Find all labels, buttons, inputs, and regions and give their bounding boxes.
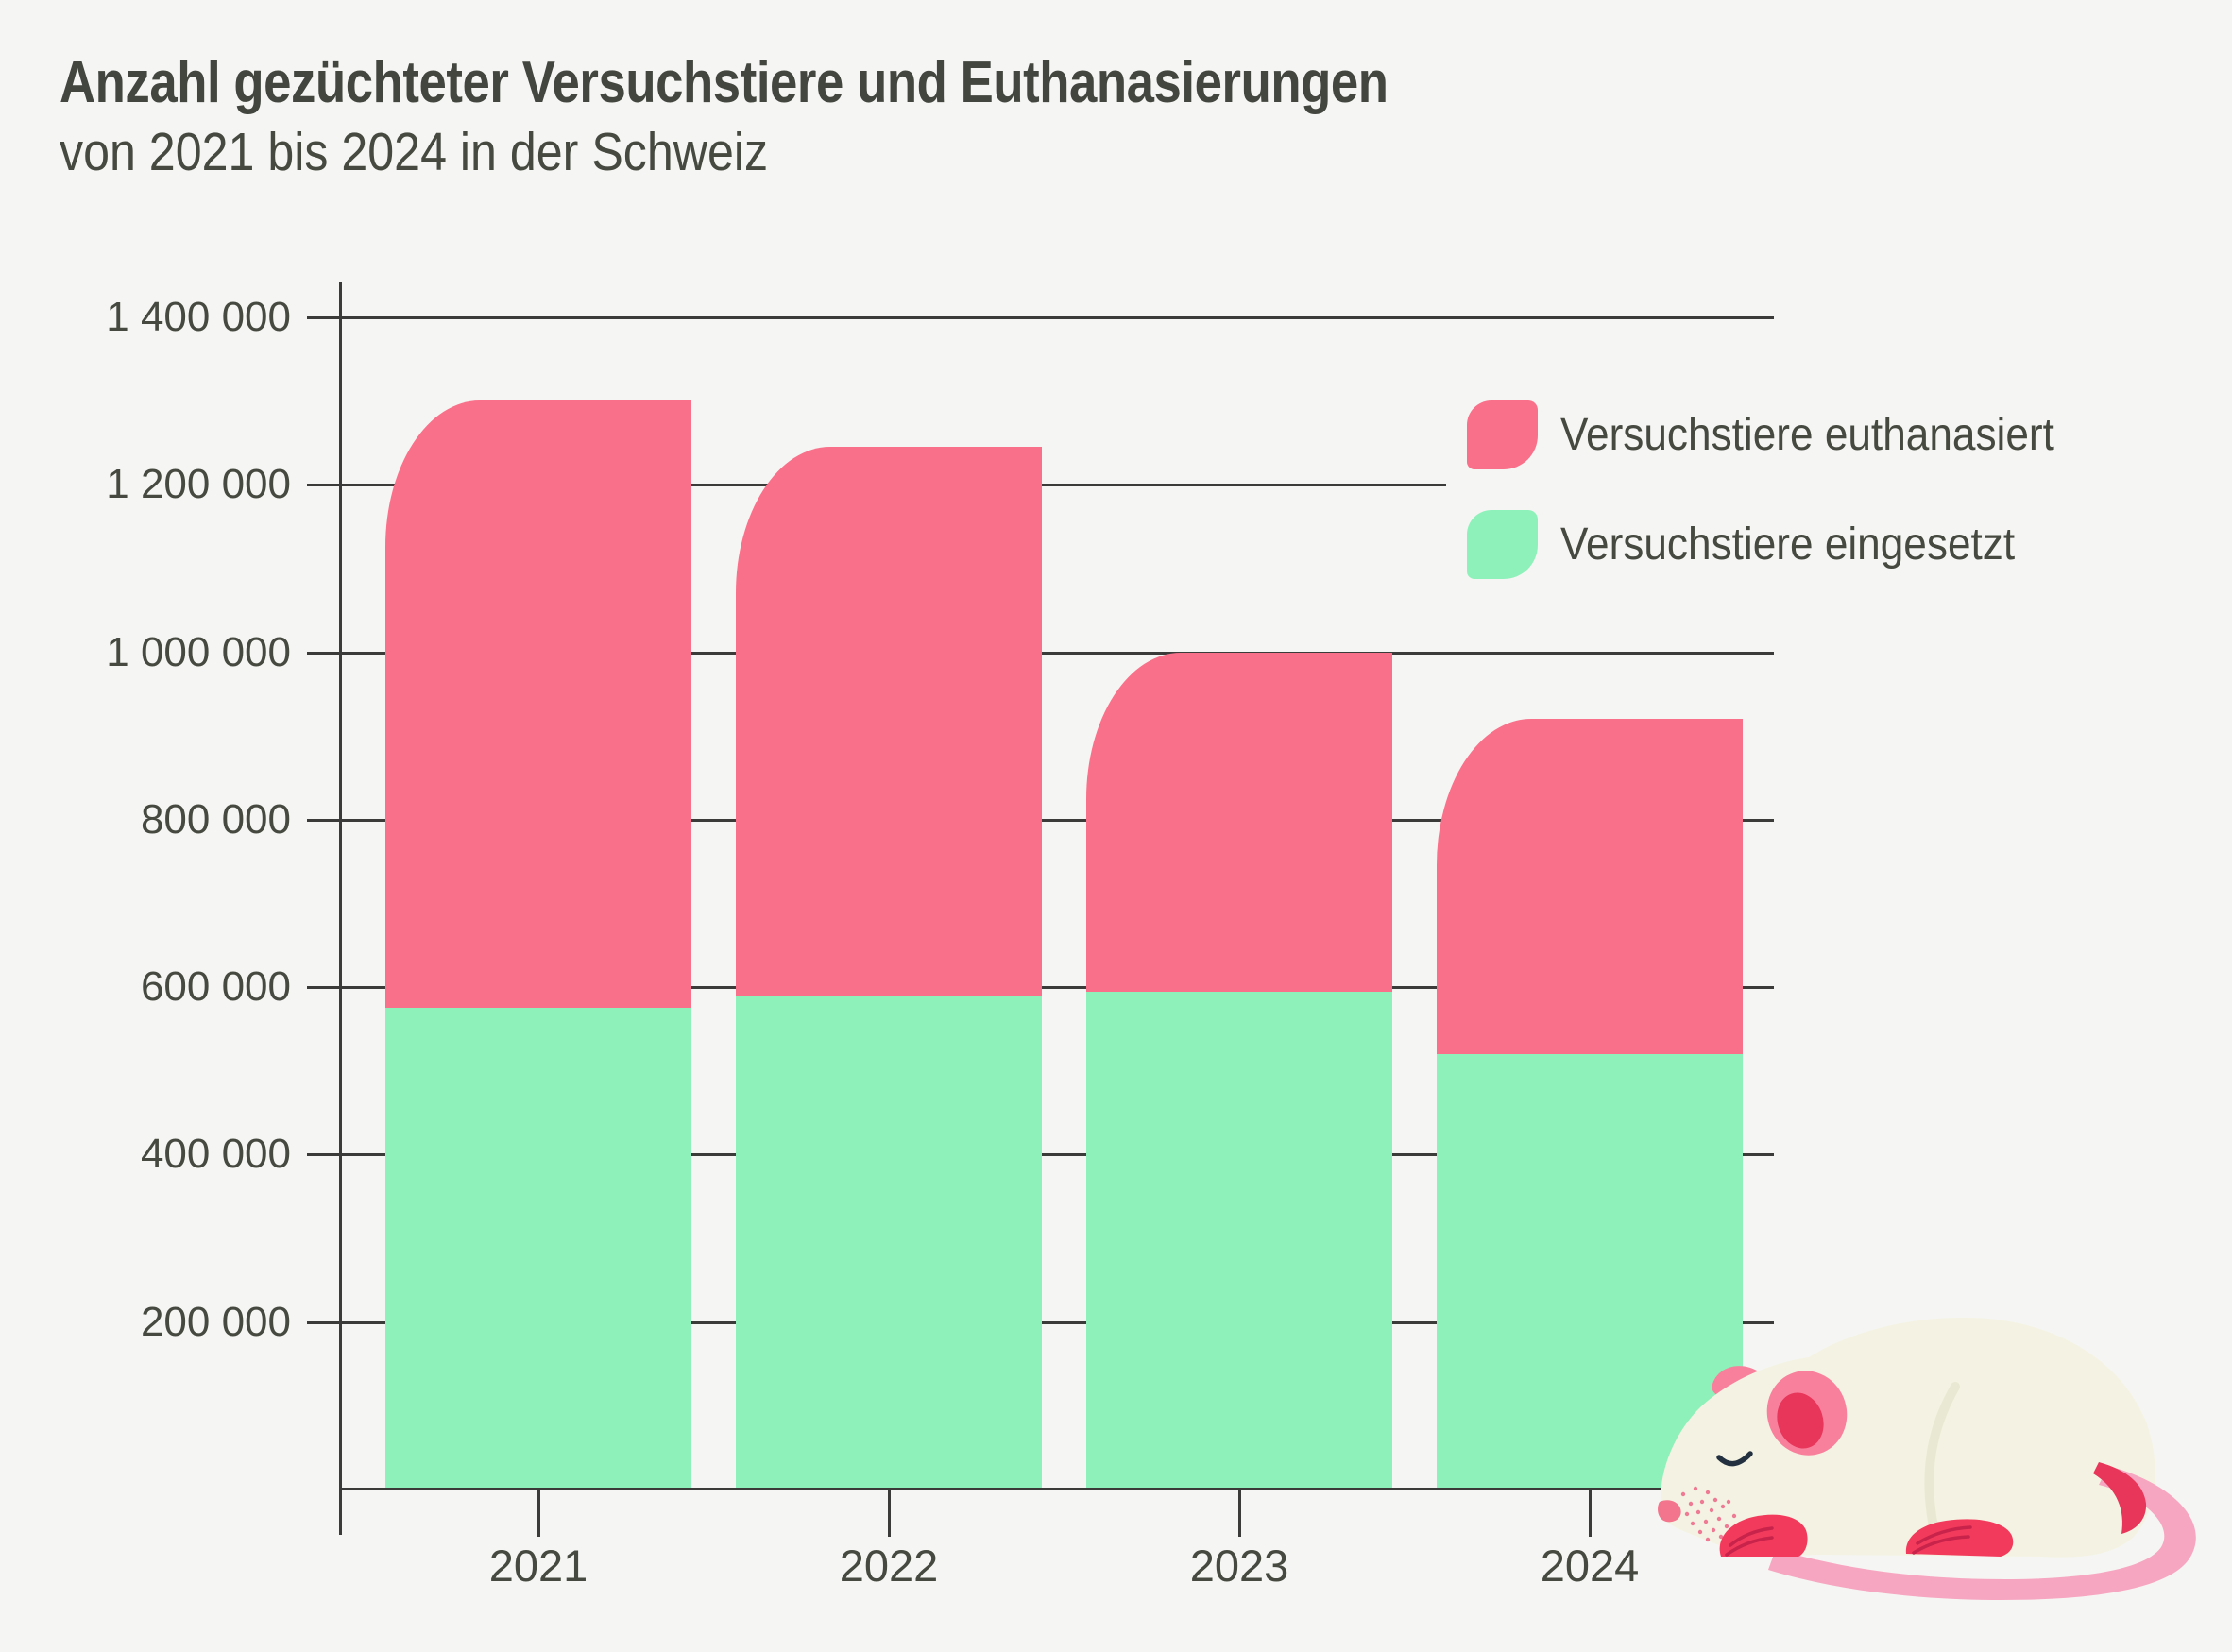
bar-2023-euthanasiert bbox=[1086, 653, 1392, 992]
gridline-200000 bbox=[341, 1321, 1774, 1324]
page-subtitle: von 2021 bis 2024 in der Schweiz bbox=[60, 122, 769, 182]
mouse-muzzle-speckles bbox=[1680, 1486, 1737, 1542]
gridline-1000000 bbox=[341, 652, 1774, 655]
y-axis-label-200000: 200 000 bbox=[140, 1299, 291, 1345]
y-axis-label-800000: 800 000 bbox=[140, 796, 291, 843]
mouse-tail-base bbox=[2093, 1462, 2147, 1534]
mouse-ear-inner-icon bbox=[1777, 1392, 1824, 1449]
legend-item-eingesetzt: Versuchstiere eingesetzt bbox=[1467, 510, 2054, 579]
legend-label-euthanasiert: Versuchstiere euthanasiert bbox=[1560, 410, 2054, 460]
x-tick-2022 bbox=[888, 1490, 891, 1537]
gridline-400000 bbox=[341, 1153, 1774, 1156]
mouse-hind-paw-toes bbox=[1912, 1525, 1972, 1555]
legend-label-eingesetzt: Versuchstiere eingesetzt bbox=[1560, 519, 2016, 570]
gridline-800000 bbox=[341, 819, 1774, 822]
legend-swatch-euthanasiert bbox=[1467, 400, 1538, 469]
bar-2022-euthanasiert bbox=[736, 447, 1042, 996]
y-axis-line bbox=[339, 282, 342, 1535]
x-tick-2021 bbox=[537, 1490, 540, 1537]
mouse-nose-icon bbox=[1658, 1500, 1681, 1523]
x-axis-label-2023: 2023 bbox=[1189, 1541, 1289, 1591]
x-axis-label-2021: 2021 bbox=[488, 1541, 588, 1591]
mouse-body bbox=[1661, 1317, 2155, 1558]
bar-2023-eingesetzt bbox=[1086, 992, 1392, 1490]
x-tick-2024 bbox=[1589, 1490, 1592, 1537]
legend-swatch-eingesetzt bbox=[1467, 510, 1538, 579]
mouse-front-paw-toes bbox=[1725, 1526, 1774, 1557]
bar-2021-eingesetzt bbox=[385, 1008, 691, 1490]
bar-2024-euthanasiert bbox=[1437, 719, 1743, 1054]
gridline-1400000 bbox=[341, 316, 1774, 319]
y-axis-label-1000000: 1 000 000 bbox=[106, 629, 291, 675]
mouse-illustration bbox=[1658, 1317, 2196, 1600]
x-axis-label-2024: 2024 bbox=[1540, 1541, 1640, 1591]
y-axis-label-600000: 600 000 bbox=[140, 963, 291, 1010]
gridline-600000 bbox=[341, 986, 1774, 989]
y-axis-label-1200000: 1 200 000 bbox=[106, 461, 291, 507]
bar-2022-eingesetzt bbox=[736, 996, 1042, 1490]
y-axis-label-1400000: 1 400 000 bbox=[106, 294, 291, 340]
bar-2021-euthanasiert bbox=[385, 400, 691, 1008]
legend-item-euthanasiert: Versuchstiere euthanasiert bbox=[1467, 400, 2097, 469]
mouse-eye-icon bbox=[1716, 1451, 1753, 1467]
x-axis-line bbox=[339, 1488, 2010, 1490]
page-title: Anzahl gezüchteter Versuchstiere und Eut… bbox=[60, 50, 1389, 115]
x-axis-label-2022: 2022 bbox=[839, 1541, 939, 1591]
x-tick-2023 bbox=[1238, 1490, 1241, 1537]
y-axis-label-400000: 400 000 bbox=[140, 1131, 291, 1177]
